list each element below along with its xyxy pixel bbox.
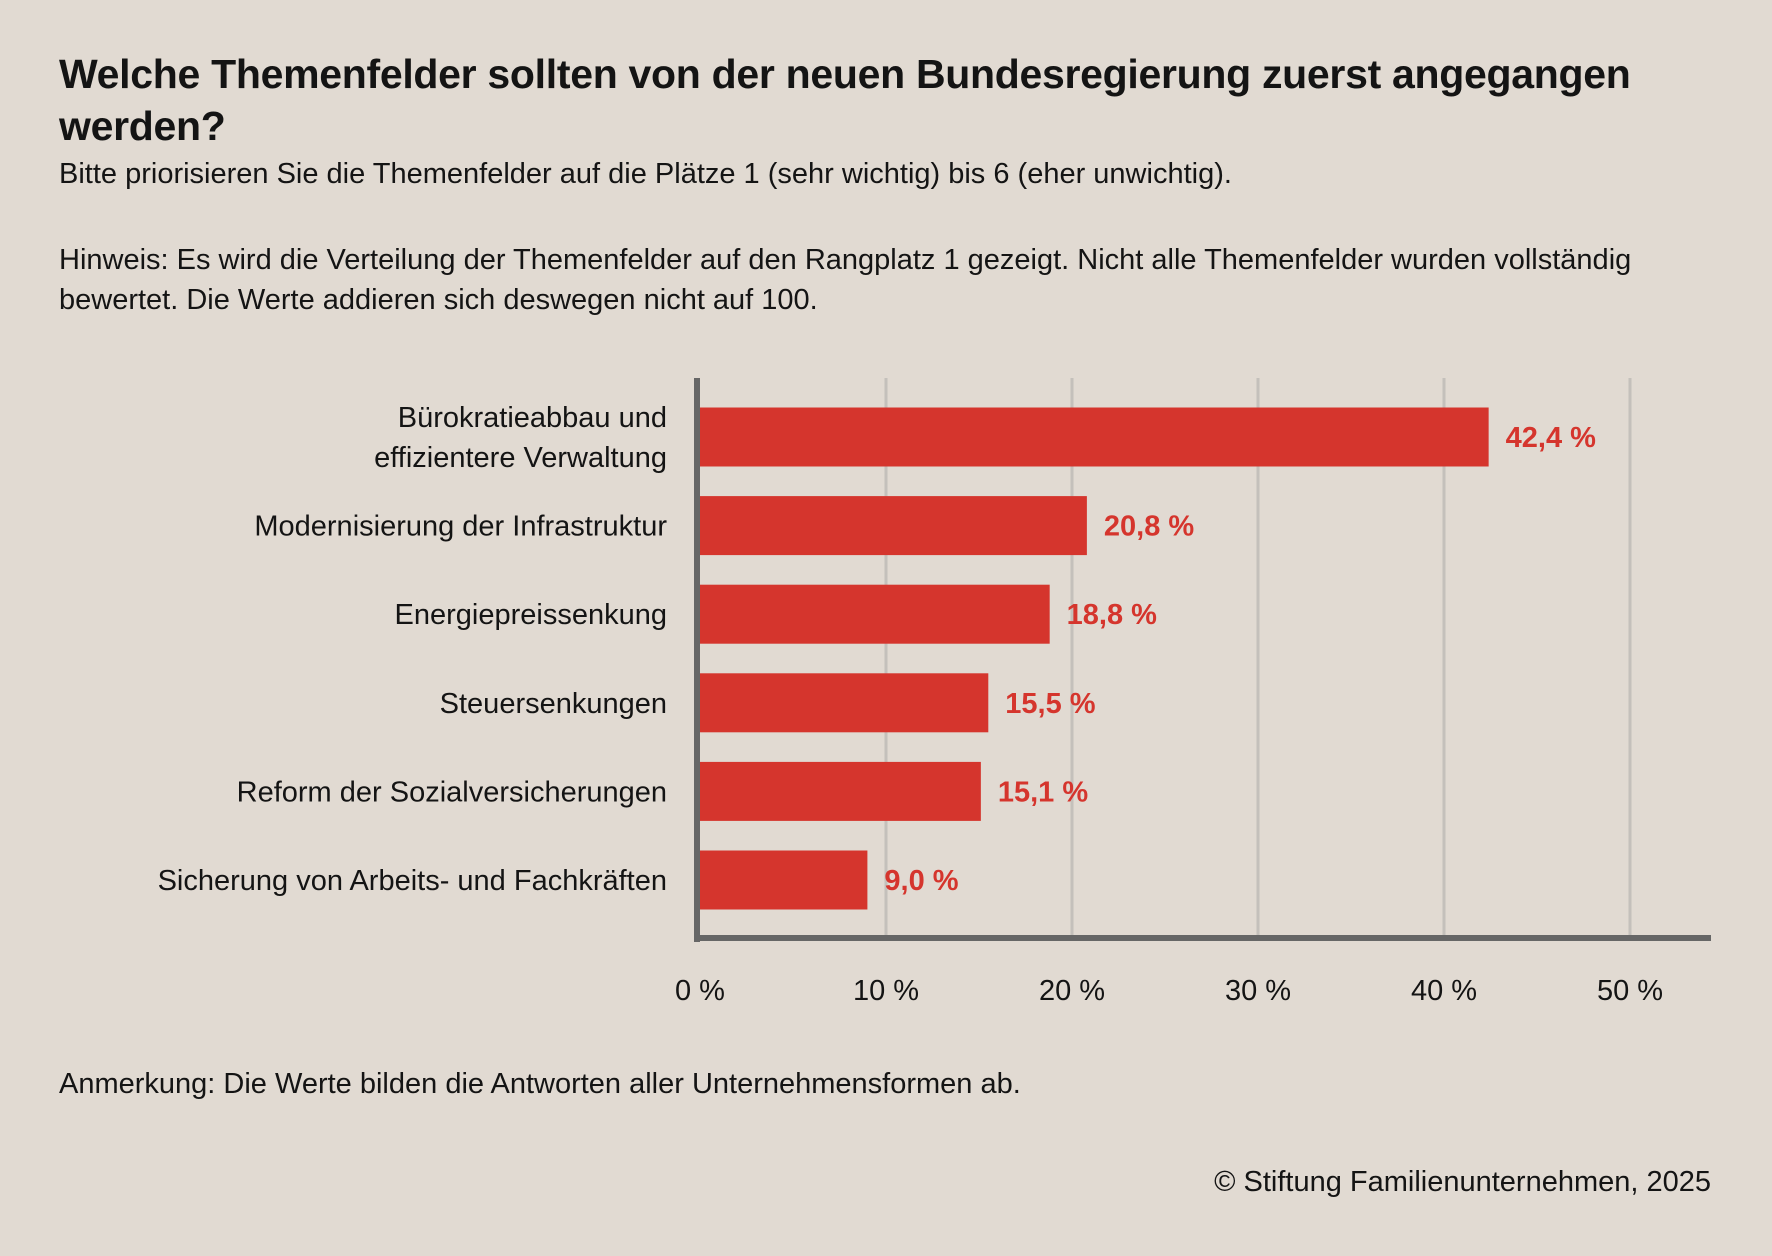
x-tick-label: 40 % [1411, 975, 1477, 1007]
chart-note: Hinweis: Es wird die Verteilung der Them… [59, 244, 1632, 316]
category-label: Modernisierung der Infrastruktur [254, 511, 667, 543]
chart-subtitle: Bitte priorisieren Sie die Themenfelder … [59, 158, 1232, 190]
category-label: effizientere Verwaltung [374, 442, 667, 474]
category-label: Bürokratieabbau und [398, 402, 667, 434]
copyright: © Stiftung Familienunternehmen, 2025 [1214, 1166, 1711, 1198]
bar [700, 496, 1087, 556]
value-label: 20,8 % [1104, 511, 1194, 543]
bar [700, 584, 1050, 644]
x-tick-label: 20 % [1039, 975, 1105, 1007]
value-label: 18,8 % [1067, 599, 1157, 631]
bar [700, 761, 981, 821]
bar [700, 850, 868, 910]
value-label: 15,5 % [1005, 688, 1095, 720]
category-label: Reform der Sozialversicherungen [237, 776, 667, 808]
x-tick-label: 50 % [1597, 975, 1663, 1007]
chart-title: Welche Themenfelder sollten von der neue… [59, 51, 1631, 149]
category-label: Sicherung von Arbeits- und Fachkräften [158, 865, 667, 897]
bar [700, 673, 989, 733]
value-label: 42,4 % [1506, 422, 1596, 454]
footnote: Anmerkung: Die Werte bilden die Antworte… [59, 1068, 1021, 1100]
category-label: Energiepreissenkung [395, 599, 667, 631]
category-label: Steuersenkungen [440, 688, 667, 720]
x-tick-label: 0 % [675, 975, 725, 1007]
value-label: 9,0 % [884, 865, 958, 897]
x-tick-label: 30 % [1225, 975, 1291, 1007]
x-tick-label: 10 % [853, 975, 919, 1007]
bar [700, 407, 1489, 467]
value-label: 15,1 % [998, 776, 1088, 808]
